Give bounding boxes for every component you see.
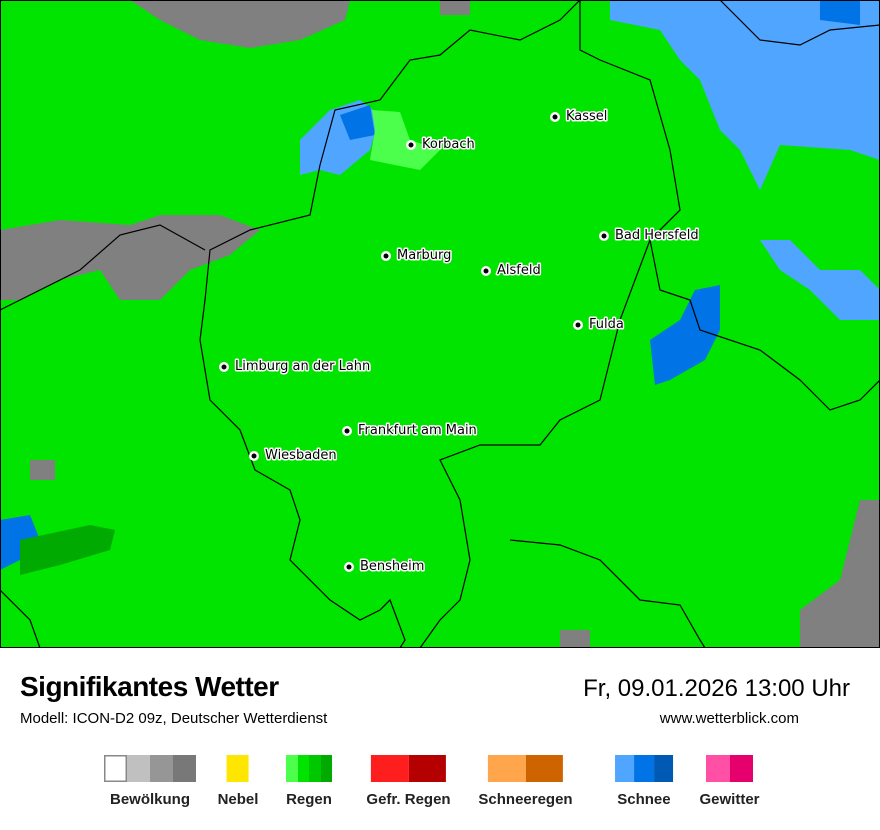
city-dot xyxy=(575,322,581,328)
city-dot xyxy=(483,268,489,274)
city-label: Wiesbaden xyxy=(265,448,337,463)
legend-swatch xyxy=(614,755,635,782)
city-label: Frankfurt am Main xyxy=(358,423,477,438)
legend-swatch xyxy=(286,755,298,782)
cloud-areas xyxy=(0,0,880,648)
city-marburg: Marburg xyxy=(381,247,453,265)
legend-swatch xyxy=(309,755,321,782)
city-label: Kassel xyxy=(566,109,607,124)
legend-swatch xyxy=(653,755,673,782)
legend-label: Schneeregen xyxy=(478,791,573,808)
city-label: Limburg an der Lahn xyxy=(235,359,370,374)
model-info: Modell: ICON-D2 09z, Deutscher Wetterdie… xyxy=(20,710,328,727)
legend-item-5: Schnee xyxy=(614,755,673,808)
weather-map[interactable]: Kassel Korbach Marburg Alsfeld Bad Hersfeld F… xyxy=(0,0,880,648)
legend-label: Gefr. Regen xyxy=(366,791,451,808)
forecast-datetime: Fr, 09.01.2026 13:00 Uhr xyxy=(583,675,850,702)
legend-label: Nebel xyxy=(217,791,259,808)
city-alsfeld: Alsfeld xyxy=(481,262,542,280)
legend-swatch xyxy=(173,755,196,782)
legend-swatches xyxy=(370,755,446,782)
legend-swatch xyxy=(150,755,173,782)
city-korbach: Korbach xyxy=(406,136,476,154)
legend-item-2: Regen xyxy=(286,755,332,808)
city-label: Fulda xyxy=(589,317,624,332)
city-dot xyxy=(221,364,227,370)
legend-swatches xyxy=(226,755,249,782)
legend-swatches xyxy=(614,755,673,782)
city-dot xyxy=(344,428,350,434)
city-fulda: Fulda xyxy=(573,316,625,334)
city-limburg-an-der-lahn: Limburg an der Lahn xyxy=(219,358,372,376)
legend-swatch xyxy=(408,755,446,782)
legend-swatch xyxy=(104,755,127,782)
city-kassel: Kassel xyxy=(550,108,609,126)
city-label: Marburg xyxy=(397,248,451,263)
city-bad-hersfeld: Bad Hersfeld xyxy=(599,227,700,245)
website-link[interactable]: www.wetterblick.com xyxy=(659,710,799,727)
legend-label: Gewitter xyxy=(699,791,760,808)
city-wiesbaden: Wiesbaden xyxy=(249,447,338,465)
legend-swatch xyxy=(320,755,332,782)
city-dot xyxy=(601,233,607,239)
legend-swatch xyxy=(297,755,309,782)
legend-label: Schnee xyxy=(617,791,671,808)
light-rain-areas xyxy=(20,110,440,575)
legend-swatch xyxy=(705,755,730,782)
legend-swatch xyxy=(634,755,654,782)
map-title: Signifikantes Wetter xyxy=(20,671,279,702)
legend-item-1: Nebel xyxy=(217,755,259,808)
city-frankfurt-am-main: Frankfurt am Main xyxy=(342,422,478,440)
legend-swatch xyxy=(729,755,753,782)
legend-item-6: Gewitter xyxy=(699,755,760,808)
legend-swatch xyxy=(370,755,409,782)
city-markers: Kassel Korbach Marburg Alsfeld Bad Hersfeld F… xyxy=(219,108,700,576)
city-bensheim: Bensheim xyxy=(344,558,426,576)
legend-swatch xyxy=(127,755,150,782)
legend-swatch xyxy=(525,755,563,782)
city-dot xyxy=(383,253,389,259)
legend-label: Bewölkung xyxy=(109,791,190,808)
city-dot xyxy=(251,453,257,459)
city-label: Alsfeld xyxy=(497,263,541,278)
legend-swatches xyxy=(488,755,563,782)
city-dot xyxy=(346,564,352,570)
legend-swatch xyxy=(488,755,526,782)
legend-swatches xyxy=(705,755,753,782)
legend-swatch xyxy=(226,755,249,782)
city-label: Bad Hersfeld xyxy=(615,228,699,243)
region-borders xyxy=(0,0,880,648)
legend-item-3: Gefr. Regen xyxy=(366,755,451,808)
city-dot xyxy=(552,114,558,120)
city-label: Korbach xyxy=(422,137,475,152)
city-dot xyxy=(408,142,414,148)
legend-item-4: Schneeregen xyxy=(478,755,573,808)
legend-swatches xyxy=(104,755,196,782)
snow-areas xyxy=(0,0,880,570)
legend-item-0: Bewölkung xyxy=(104,755,196,808)
legend-swatches xyxy=(286,755,332,782)
city-label: Bensheim xyxy=(360,559,424,574)
legend-label: Regen xyxy=(286,791,332,808)
